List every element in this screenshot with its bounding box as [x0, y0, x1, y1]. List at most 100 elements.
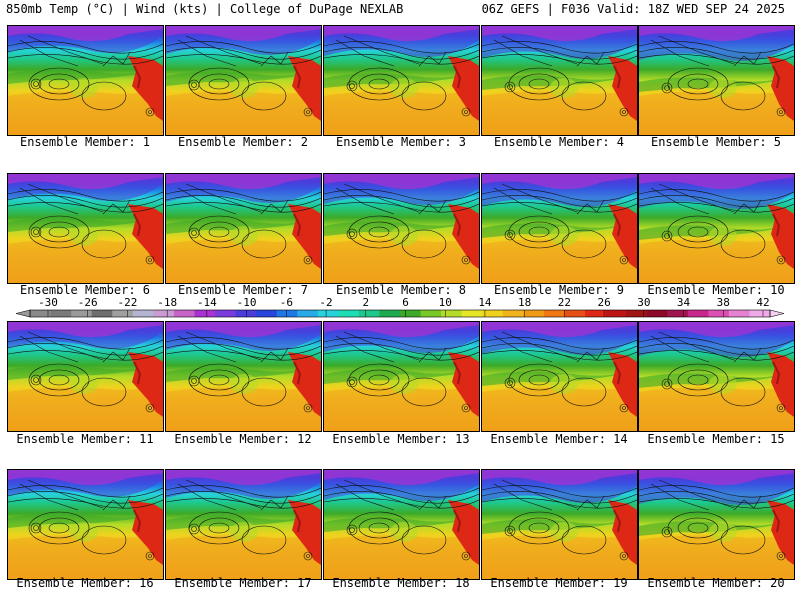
ensemble-member-map: [7, 25, 164, 136]
ensemble-member-label: Ensemble Member: 6: [19, 283, 151, 297]
ensemble-member-label: Ensemble Member: 4: [493, 135, 625, 149]
colorbar-segment: [626, 310, 648, 317]
colorbar-segment: [215, 310, 237, 317]
colorbar-tick-label: -18: [157, 296, 177, 309]
ensemble-member-map: [323, 25, 480, 136]
ensemble-member-label: Ensemble Member: 12: [174, 432, 312, 446]
colorbar-tick-label: -26: [78, 296, 98, 309]
colorbar-segment: [441, 310, 463, 317]
colorbar-segment: [420, 310, 442, 317]
ensemble-member-map: [323, 469, 480, 580]
colorbar-segment: [605, 310, 627, 317]
colorbar-segment: [276, 310, 298, 317]
colorbar-segment: [358, 310, 380, 317]
colorbar-tick-label: -30: [38, 296, 58, 309]
colorbar-tick-label: -14: [197, 296, 217, 309]
colorbar-tick-label: 14: [478, 296, 492, 309]
colorbar-tick-label: 6: [402, 296, 409, 309]
ensemble-member-map: [638, 321, 795, 432]
colorbar-segment: [71, 310, 93, 317]
colorbar-tick-label: 34: [677, 296, 691, 309]
colorbar-tick-label: 2: [362, 296, 369, 309]
colorbar-segment: [379, 310, 401, 317]
ensemble-member-map: [481, 173, 638, 284]
colorbar-segment: [112, 310, 134, 317]
colorbar-segment: [235, 310, 257, 317]
colorbar-segment: [256, 310, 278, 317]
ensemble-member-label: Ensemble Member: 14: [490, 432, 628, 446]
ensemble-member-label: Ensemble Member: 17: [174, 576, 312, 590]
ensemble-member-label: Ensemble Member: 1: [19, 135, 151, 149]
colorbar-tick-label: 26: [597, 296, 610, 309]
colorbar-segment: [749, 310, 771, 317]
colorbar-segment: [646, 310, 668, 317]
ensemble-member-map: [481, 469, 638, 580]
ensemble-member-label: Ensemble Member: 15: [647, 432, 785, 446]
ensemble-member-map: [323, 173, 480, 284]
colorbar-tick-label: -22: [118, 296, 138, 309]
colorbar-segment: [585, 310, 607, 317]
colorbar-segment: [30, 310, 52, 317]
colorbar-segment: [667, 310, 689, 317]
colorbar-segment: [194, 310, 216, 317]
ensemble-member-label: Ensemble Member: 20: [647, 576, 785, 590]
ensemble-member-label: Ensemble Member: 7: [177, 283, 309, 297]
colorbar-tick-label: -10: [237, 296, 257, 309]
ensemble-member-map: [165, 25, 322, 136]
ensemble-member-map: [7, 469, 164, 580]
ensemble-member-map: [165, 173, 322, 284]
colorbar-segment: [91, 310, 113, 317]
colorbar-tick-label: 10: [439, 296, 452, 309]
ensemble-member-label: Ensemble Member: 19: [490, 576, 628, 590]
temperature-colorbar: -30 -26 -22 -18 -14 -10 -6 -2 2 6 10 14 18 22 26 30 34 38…: [15, 296, 785, 318]
ensemble-member-label: Ensemble Member: 16: [16, 576, 154, 590]
ensemble-member-label: Ensemble Member: 2: [177, 135, 309, 149]
run-valid-time: 06Z GEFS | F036 Valid: 18Z WED SEP 24 20…: [481, 2, 785, 16]
colorbar-outline: [29, 309, 771, 318]
colorbar-segment: [132, 310, 154, 317]
colorbar-tick-label: 18: [518, 296, 531, 309]
ensemble-member-label: Ensemble Member: 18: [332, 576, 470, 590]
ensemble-member-label: Ensemble Member: 10: [647, 283, 785, 297]
colorbar-segment: [400, 310, 422, 317]
ensemble-member-map: [7, 321, 164, 432]
ensemble-member-map: [638, 25, 795, 136]
colorbar-tick-label: -2: [319, 296, 332, 309]
ensemble-member-map: [481, 25, 638, 136]
ensemble-member-map: [165, 321, 322, 432]
colorbar-segment: [728, 310, 750, 317]
ensemble-member-label: Ensemble Member: 11: [16, 432, 154, 446]
colorbar-tick-label: 42: [756, 296, 769, 309]
colorbar-segment: [482, 310, 504, 317]
colorbar-segment: [461, 310, 483, 317]
colorbar-segment: [317, 310, 339, 317]
ensemble-member-map: [481, 321, 638, 432]
ensemble-member-map: [323, 321, 480, 432]
colorbar-segment: [153, 310, 175, 317]
colorbar-segment: [338, 310, 360, 317]
colorbar-segment: [564, 310, 586, 317]
colorbar-segment: [173, 310, 195, 317]
colorbar-tick-label: 30: [637, 296, 650, 309]
ensemble-member-label: Ensemble Member: 9: [493, 283, 625, 297]
ensemble-member-label: Ensemble Member: 13: [332, 432, 470, 446]
ensemble-member-map: [7, 173, 164, 284]
colorbar-segment: [297, 310, 319, 317]
colorbar-tick-label: 38: [717, 296, 730, 309]
colorbar-segment: [543, 310, 565, 317]
colorbar-segment: [708, 310, 730, 317]
ensemble-member-label: Ensemble Member: 5: [650, 135, 782, 149]
colorbar-segment: [50, 310, 72, 317]
colorbar-segment: [687, 310, 709, 317]
ensemble-member-label: Ensemble Member: 3: [335, 135, 467, 149]
chart-title: 850mb Temp (°C) | Wind (kts) | College o…: [6, 2, 404, 16]
colorbar-segment: [523, 310, 545, 317]
colorbar-segment: [502, 310, 524, 317]
colorbar-tick-label: -6: [280, 296, 293, 309]
colorbar-tick-label: 22: [558, 296, 571, 309]
ensemble-member-label: Ensemble Member: 8: [335, 283, 467, 297]
ensemble-member-map: [638, 173, 795, 284]
ensemble-member-map: [638, 469, 795, 580]
ensemble-member-map: [165, 469, 322, 580]
colorbar-high-arrow: [769, 309, 785, 318]
